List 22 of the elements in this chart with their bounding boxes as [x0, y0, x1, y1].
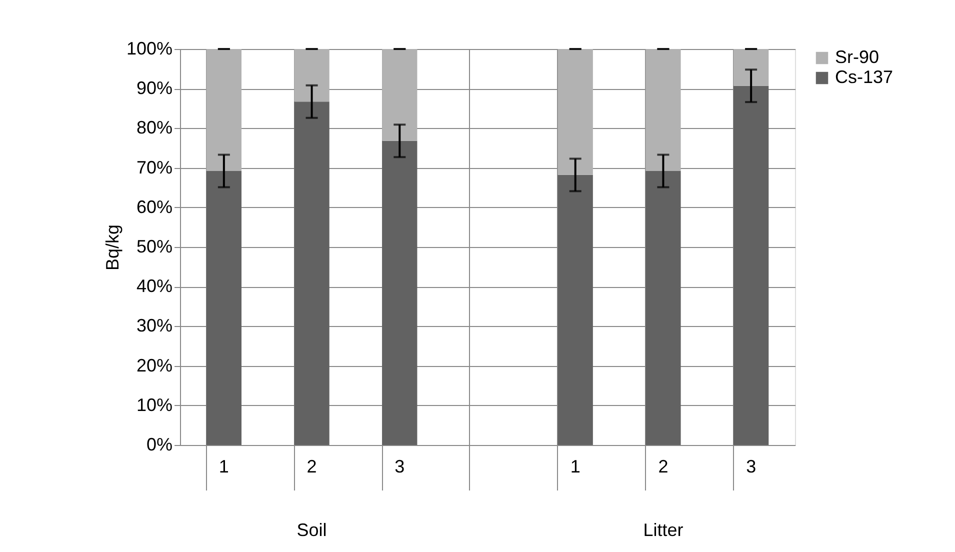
x-tick-label: 2 [306, 456, 317, 476]
y-tick-label: 50% [136, 236, 172, 256]
y-tick-label: 70% [136, 157, 172, 178]
x-tick-label: 1 [570, 456, 580, 476]
x-tick-label: 3 [746, 456, 756, 476]
y-tick-label: 0% [146, 434, 172, 454]
text: Litter [643, 520, 684, 540]
x-tick-label: 1 [218, 456, 229, 476]
y-tick-label: 20% [136, 355, 172, 376]
x-tick-label: 2 [658, 456, 668, 476]
y-tick-label: 10% [136, 394, 172, 415]
y-tick-label: 60% [136, 196, 172, 217]
x-tick-label: 3 [394, 456, 405, 476]
y-tick-label: 90% [136, 78, 172, 98]
y-axis-title: Bq/kg [102, 224, 122, 271]
legend-label: Sr-90 [835, 47, 880, 67]
text: Soil [296, 520, 327, 540]
y-tick-label: 80% [136, 118, 172, 138]
y-tick-label: 100% [126, 38, 172, 58]
legend-label: Cs-137 [835, 67, 894, 87]
y-tick-label: 40% [136, 276, 172, 296]
y-tick-label: 30% [136, 316, 172, 336]
